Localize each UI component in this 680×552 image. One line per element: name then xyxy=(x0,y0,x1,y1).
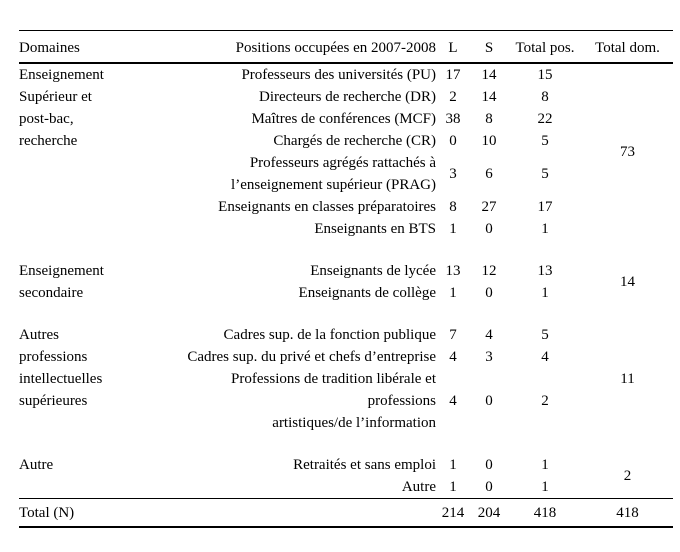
section-spacer xyxy=(19,434,673,454)
position-cell: Autre xyxy=(401,479,436,495)
value-s: 14 xyxy=(481,89,497,105)
value-total-pos: 1 xyxy=(541,285,549,301)
value-l: 2 xyxy=(449,89,457,105)
table-row: Enseignement secondaire Enseignants de l… xyxy=(19,260,673,301)
value-l: 17 xyxy=(445,67,461,83)
value-total-pos: 2 xyxy=(541,393,549,409)
header-l: L xyxy=(436,30,470,64)
position-cell: Cadres sup. du privé et chefs d’entrepri… xyxy=(187,349,436,365)
value-l: 8 xyxy=(449,199,457,215)
value-l: 3 xyxy=(449,166,457,182)
total-pos: 418 xyxy=(508,498,582,528)
value-l: 0 xyxy=(449,133,457,149)
table-row: Professeurs agrégés rattachés à l’enseig… xyxy=(19,152,673,196)
position-cell: Professions de tradition libérale et pro… xyxy=(231,371,436,431)
table-row: Enseignement Supérieur et post-bac, rech… xyxy=(19,63,673,160)
total-row: Total (N) 214 204 418 418 xyxy=(19,498,673,528)
value-total-pos: 8 xyxy=(541,89,549,105)
table-row: Cadres sup. du privé et chefs d’entrepri… xyxy=(19,346,673,368)
value-s: 0 xyxy=(485,479,493,495)
value-total-dom: 73 xyxy=(620,144,635,160)
position-cell: Professeurs des universités (PU) xyxy=(241,67,436,83)
value-total-pos: 1 xyxy=(541,221,549,237)
value-l: 7 xyxy=(449,327,457,343)
total-s: 204 xyxy=(470,498,508,528)
table-row: Autre 1 0 1 xyxy=(19,476,673,499)
table-row: Maîtres de conférences (MCF) 38 8 22 xyxy=(19,108,673,130)
value-s: 0 xyxy=(485,221,493,237)
value-total-pos: 5 xyxy=(541,166,549,182)
domain-cell: Enseignement Supérieur et post-bac, rech… xyxy=(19,67,104,149)
value-s: 0 xyxy=(485,285,493,301)
value-l: 4 xyxy=(449,349,457,365)
position-cell: Professeurs agrégés rattachés à l’enseig… xyxy=(231,155,436,193)
table-row: Enseignants de collège 1 0 1 xyxy=(19,282,673,304)
table-row: Directeurs de recherche (DR) 2 14 8 xyxy=(19,86,673,108)
table-row: Enseignants en classes préparatoires 8 2… xyxy=(19,196,673,218)
value-s: 14 xyxy=(481,67,497,83)
position-cell: Enseignants en BTS xyxy=(314,221,436,237)
value-s: 6 xyxy=(485,166,493,182)
value-s: 3 xyxy=(485,349,493,365)
value-total-pos: 5 xyxy=(541,133,549,149)
value-l: 1 xyxy=(449,479,457,495)
value-s: 0 xyxy=(485,457,493,473)
value-total-pos: 5 xyxy=(541,327,549,343)
domain-cell: Autres professions intellectuelles supér… xyxy=(19,327,103,409)
position-cell: Maîtres de conférences (MCF) xyxy=(251,111,436,127)
table-header: Domaines Positions occupées en 2007-2008… xyxy=(19,30,673,64)
table-body: Enseignement Supérieur et post-bac, rech… xyxy=(19,63,673,528)
value-total-pos: 4 xyxy=(541,349,549,365)
value-l: 13 xyxy=(445,263,461,279)
value-total-dom: 2 xyxy=(623,468,632,484)
position-cell: Enseignants en classes préparatoires xyxy=(218,199,436,215)
position-cell: Enseignants de collège xyxy=(298,285,436,301)
section-spacer xyxy=(19,240,673,260)
table-row: Professions de tradition libérale et pro… xyxy=(19,368,673,434)
value-total-dom: 14 xyxy=(620,274,635,290)
value-total-pos: 1 xyxy=(541,457,549,473)
table-row: Autre Retraités et sans emploi 1 0 1 2 xyxy=(19,454,673,484)
value-l: 1 xyxy=(449,221,457,237)
value-total-pos: 13 xyxy=(537,263,553,279)
total-label: Total (N) xyxy=(19,498,436,528)
value-total-dom: 11 xyxy=(620,371,635,387)
header-row: Domaines Positions occupées en 2007-2008… xyxy=(19,30,673,64)
total-dom: 418 xyxy=(582,498,673,528)
positions-table: Domaines Positions occupées en 2007-2008… xyxy=(19,30,673,528)
domain-cell: Autre xyxy=(19,457,54,473)
value-l: 1 xyxy=(449,285,457,301)
table-row: Enseignants en BTS 1 0 1 xyxy=(19,218,673,240)
position-cell: Enseignants de lycée xyxy=(310,263,436,279)
value-l: 38 xyxy=(445,111,461,127)
position-cell: Cadres sup. de la fonction publique xyxy=(223,327,436,343)
header-total-pos: Total pos. xyxy=(508,30,582,64)
value-l: 1 xyxy=(449,457,457,473)
header-positions: Positions occupées en 2007-2008 xyxy=(149,30,436,64)
total-l: 214 xyxy=(436,498,470,528)
table-row: Chargés de recherche (CR) 0 10 5 xyxy=(19,130,673,152)
position-cell: Chargés de recherche (CR) xyxy=(273,133,436,149)
table-row: Autres professions intellectuelles supér… xyxy=(19,324,673,409)
domain-cell: Enseignement secondaire xyxy=(19,263,104,301)
value-total-pos: 15 xyxy=(537,67,553,83)
section-spacer xyxy=(19,304,673,324)
value-total-pos: 22 xyxy=(537,111,553,127)
value-total-pos: 17 xyxy=(537,199,553,215)
value-s: 0 xyxy=(485,393,493,409)
position-cell: Directeurs de recherche (DR) xyxy=(259,89,436,105)
header-total-dom: Total dom. xyxy=(582,30,673,64)
value-s: 27 xyxy=(481,199,497,215)
value-l: 4 xyxy=(449,393,457,409)
value-total-pos: 1 xyxy=(541,479,549,495)
value-s: 12 xyxy=(481,263,497,279)
header-domaines: Domaines xyxy=(19,30,149,64)
value-s: 10 xyxy=(481,133,497,149)
position-cell: Retraités et sans emploi xyxy=(293,457,436,473)
value-s: 4 xyxy=(485,327,493,343)
value-s: 8 xyxy=(485,111,493,127)
header-s: S xyxy=(470,30,508,64)
